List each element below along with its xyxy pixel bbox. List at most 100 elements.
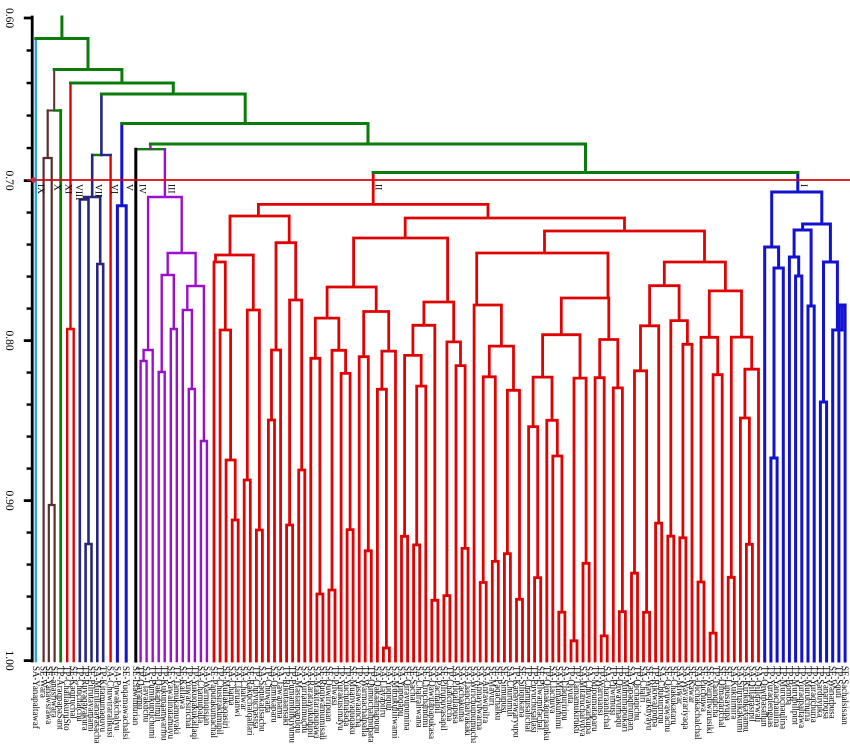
- svg-text:SA-Qillqaywali: SA-Qillqaywali: [754, 666, 764, 723]
- svg-text:TP-Warruansi: TP-Warruansi: [596, 666, 606, 716]
- svg-text:SE-Qimaqarichal: SE-Qimaqarichal: [717, 666, 727, 728]
- svg-text:VII: VII: [92, 184, 102, 197]
- svg-text:SA-Raratayukuqipil: SA-Raratayukuqipil: [306, 666, 316, 738]
- svg-text:SE-Sachal: SE-Sachal: [409, 666, 419, 704]
- svg-text:SA-Yupuqapu: SA-Yupuqapu: [397, 666, 407, 717]
- svg-text:SE-Quwiripuan: SE-Quwiripuan: [324, 666, 334, 722]
- svg-text:Similarity: Similarity: [0, 321, 2, 369]
- svg-text:SE-Kallawa: SE-Kallawa: [178, 666, 188, 709]
- svg-text:TP-Squti: TP-Squti: [834, 666, 844, 699]
- svg-text:SE-Wanarbusa: SE-Wanarbusa: [828, 666, 838, 719]
- svg-text:SA-Chamupalla: SA-Chamupalla: [196, 666, 206, 723]
- svg-text:TP-Yasawaancha: TP-Yasawaancha: [354, 666, 364, 727]
- svg-text:SA-Llayakuchu: SA-Llayakuchu: [142, 666, 152, 723]
- svg-text:SE-Simupusi: SE-Simupusi: [499, 666, 509, 713]
- svg-text:SA-Qimikaparu: SA-Qimikaparu: [270, 666, 280, 723]
- svg-text:TP-Pilwimusi: TP-Pilwimusi: [608, 666, 618, 716]
- svg-text:SA-Pachalpil: SA-Pachalpil: [433, 666, 443, 714]
- svg-text:SE-Ruqiwamumisali: SE-Ruqiwamumisali: [318, 666, 328, 740]
- svg-text:SA-Chama: SA-Chama: [227, 666, 237, 706]
- svg-text:TP-Mipumataparu: TP-Mipumataparu: [590, 666, 600, 732]
- svg-text:TP-Kanayawaryupu: TP-Kanayawaryupu: [512, 666, 522, 738]
- svg-text:TP-Yuchunasaqa: TP-Yuchunasaqa: [342, 666, 352, 726]
- svg-text:TP-Yanaribusa: TP-Yanaribusa: [822, 666, 832, 719]
- svg-text:SE-Pilrupuyasapil: SE-Pilrupuyasapil: [439, 666, 449, 731]
- svg-text:VIII: VIII: [73, 184, 83, 200]
- svg-text:TP-Qakapilmili: TP-Qakapilmili: [154, 666, 164, 722]
- svg-text:SA-Churumili: SA-Churumili: [505, 666, 515, 717]
- svg-text:IV: IV: [136, 184, 146, 194]
- svg-text:SA-Annayuwarna: SA-Annayuwarna: [475, 666, 485, 730]
- svg-text:SA-Qillaqasipil: SA-Qillaqasipil: [747, 666, 757, 722]
- svg-text:SA-Taanchalyakaki: SA-Taanchalyakaki: [463, 666, 473, 736]
- svg-text:SE-Wawarkuyayu: SE-Wawarkuyayu: [645, 666, 655, 731]
- svg-text:SA-Yurianlimuchu: SA-Yurianlimuchu: [300, 666, 310, 734]
- svg-text:TP-Tamukamuyaki: TP-Tamukamuyaki: [172, 666, 182, 735]
- svg-text:SE-Kawar: SE-Kawar: [687, 666, 697, 703]
- svg-text:TP-Warmachalpalla: TP-Warmachalpalla: [360, 666, 370, 737]
- svg-text:TP-Rikiwalipupa: TP-Rikiwalipupa: [651, 666, 661, 727]
- svg-text:TP-Chalchucha: TP-Chalchucha: [445, 666, 455, 721]
- svg-text:TP-Kitamunaquyu: TP-Kitamunaquyu: [98, 666, 108, 733]
- svg-text:V: V: [123, 184, 133, 191]
- svg-text:TP-Chuyuchasisa: TP-Chuyuchasisa: [251, 666, 261, 729]
- svg-text:SE-Rakuchalqallari: SE-Rakuchalqallari: [245, 666, 255, 736]
- svg-text:SA-Silirusikakumi: SA-Silirusikakumi: [735, 666, 745, 733]
- svg-text:II: II: [373, 184, 383, 190]
- svg-text:SA-Pilqallapusa: SA-Pilqallapusa: [451, 666, 461, 724]
- svg-text:SA-Chalri: SA-Chalri: [639, 666, 649, 703]
- svg-text:SA-Anrawipilra: SA-Anrawipilra: [481, 666, 491, 723]
- svg-text:SE-Lipusayupa: SE-Lipusayupa: [723, 666, 733, 721]
- svg-text:SA-Charaanlichal: SA-Charaanlichal: [602, 666, 612, 730]
- svg-text:SE-Qayuwawachu: SE-Qayuwawachu: [663, 666, 673, 733]
- svg-text:TP-Chuwana: TP-Chuwana: [263, 666, 273, 713]
- svg-text:TP-Kukupaanwarmu: TP-Kukupaanwarmu: [160, 666, 170, 741]
- svg-text:SA-Qichakachalchal: SA-Qichakachalchal: [693, 666, 703, 740]
- svg-text:TP-Pilwasi: TP-Pilwasi: [330, 666, 340, 706]
- svg-text:SE-Pilrutayamami: SE-Pilrutayamami: [87, 666, 97, 732]
- svg-text:TP-Ruyaqayakura: TP-Ruyaqayakura: [81, 666, 91, 731]
- svg-text:TP-ChallakuruSto: TP-ChallakuruSto: [62, 666, 72, 731]
- svg-text:TP-Yukuqakukallaqi: TP-Yukuqakukallaqi: [190, 666, 200, 740]
- svg-text:SE-Mayuri: SE-Mayuri: [487, 666, 497, 706]
- svg-text:SE-Wara: SE-Wara: [39, 666, 49, 698]
- svg-text:0.90: 0.90: [3, 491, 15, 511]
- svg-text:SE-Yuqamawachalsi: SE-Yuqamawachalsi: [121, 666, 131, 740]
- svg-text:SE-Sachalsisaan: SE-Sachalsisaan: [840, 666, 850, 725]
- svg-text:TP-Yuraqpaltawa: TP-Yuraqpaltawa: [797, 666, 807, 728]
- svg-text:TP-Qiwayumaqu: TP-Qiwayumaqu: [614, 666, 624, 728]
- svg-text:TP-Qiwtpasallun: TP-Qiwtpasallun: [760, 666, 770, 727]
- svg-text:SA-Warmiqisian: SA-Warmiqisian: [202, 666, 212, 726]
- svg-text:SA-Mitaruchalyuya: SA-Mitaruchalyuya: [578, 666, 588, 737]
- svg-text:TP-Bomba: TP-Bomba: [784, 666, 794, 705]
- svg-text:SA-Puwakichalyu: SA-Puwakichalyu: [112, 666, 122, 731]
- svg-text:SA-Yanapaltawaf: SA-Yanapaltawaf: [31, 666, 41, 729]
- svg-text:TP-Muminapukari: TP-Muminapukari: [620, 666, 630, 733]
- svg-text:TP-Pumamulikiyumu: TP-Pumamulikiyumu: [288, 666, 298, 743]
- svg-text:SA-Wayarariyaqa: SA-Wayarariyaqa: [681, 666, 691, 729]
- svg-text:III: III: [165, 184, 175, 194]
- svg-text:0.60: 0.60: [3, 8, 15, 28]
- svg-text:SE-Warpilwarusiki: SE-Warpilwarusiki: [705, 666, 715, 734]
- svg-text:SE-Mullakaqasiri: SE-Mullakaqasiri: [221, 666, 231, 729]
- svg-text:SA-Llaruanwi: SA-Llaruanwi: [233, 666, 243, 717]
- svg-text:I: I: [798, 184, 808, 187]
- svg-text:SE-Paqachalku: SE-Paqachalku: [493, 666, 503, 721]
- svg-text:TP-Puyuchusallasi: TP-Puyuchusallasi: [530, 666, 540, 733]
- svg-text:SE-anasriwara: SE-anasriwara: [50, 666, 60, 718]
- svg-text:SA-Yuqiquli: SA-Yuqiquli: [384, 666, 394, 711]
- svg-text:TP-Muruchaulina: TP-Muruchaulina: [778, 666, 788, 729]
- svg-text:TP-AraqpapaSant: TP-AraqpapaSant: [56, 666, 66, 730]
- svg-text:SA-Makitarapupawi: SA-Makitarapupawi: [312, 666, 322, 739]
- svg-text:SE-Yawalinatamuyu: SE-Yawalinatamuyu: [166, 666, 176, 740]
- svg-text:TP-Muruchuria: TP-Muruchuria: [803, 666, 813, 721]
- svg-text:SE-Muanyaquqaku: SE-Muanyaquqaku: [348, 666, 358, 735]
- svg-text:TP-Pumikupilchumi: TP-Pumikupilchumi: [148, 666, 158, 739]
- svg-text:SE-Liruchamumi: SE-Liruchamumi: [421, 666, 431, 728]
- svg-text:SA-Masianpapilqu: SA-Masianpapilqu: [294, 666, 304, 734]
- svg-text:TP-Qumuchalmupata: TP-Qumuchalmupata: [366, 666, 376, 742]
- svg-text:SE-Llawimurian: SE-Llawimurian: [131, 666, 141, 726]
- svg-text:SA-Chalwar: SA-Chalwar: [239, 666, 249, 710]
- svg-text:SA-Chukuririqu: SA-Chukuririqu: [657, 666, 667, 724]
- svg-text:IX: IX: [35, 184, 45, 194]
